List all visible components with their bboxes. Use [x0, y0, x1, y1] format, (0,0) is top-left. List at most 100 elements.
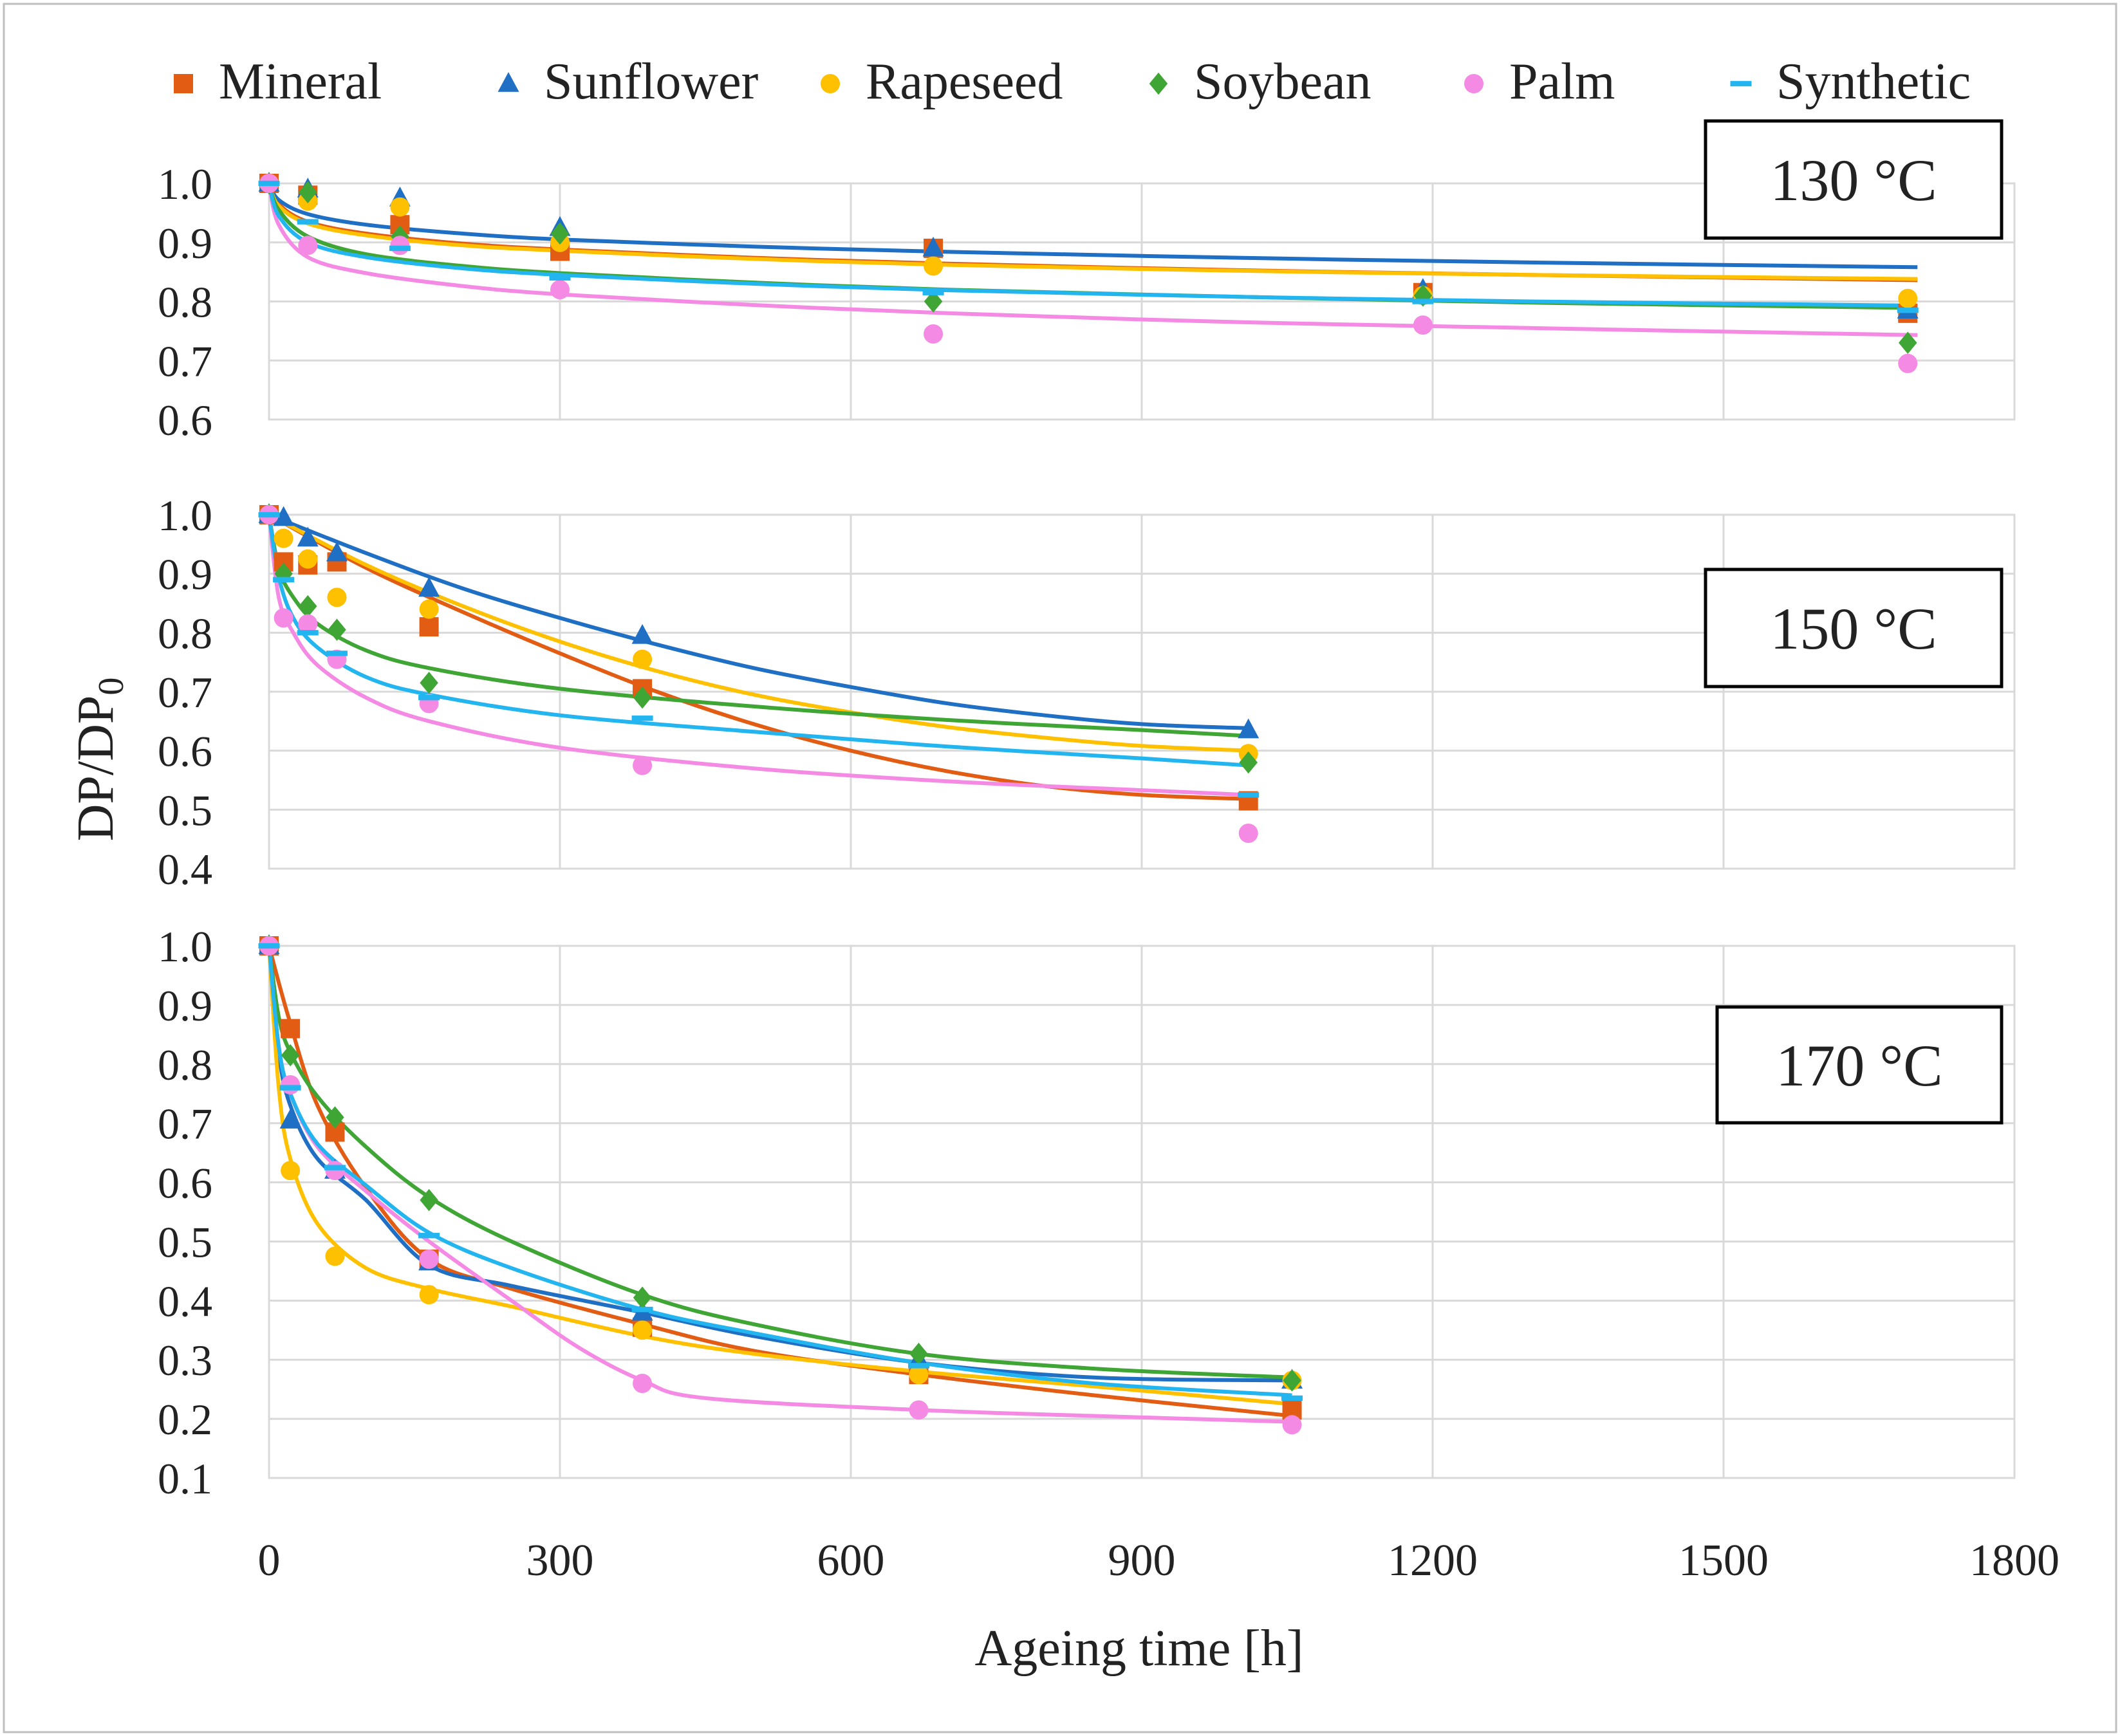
legend-marker-sunflower	[497, 72, 519, 92]
fit-line-rapeseed	[267, 945, 1292, 1407]
data-point-sunflower	[631, 623, 653, 644]
fit-line-palm	[267, 183, 1918, 337]
data-point-synthetic	[1281, 1395, 1303, 1401]
data-point-palm	[390, 235, 410, 255]
panel-title: 170 °C	[1776, 1033, 1942, 1098]
data-point-synthetic	[389, 245, 411, 252]
fit-line-sunflower	[267, 945, 1292, 1383]
fit-line-synthetic	[267, 183, 1918, 308]
y-tick-label: 0.8	[158, 278, 212, 327]
data-point-synthetic	[922, 290, 944, 295]
y-tick-label: 0.5	[158, 1217, 212, 1266]
data-point-synthetic	[1238, 792, 1260, 798]
y-tick-label: 0.9	[158, 219, 212, 268]
fit-line-mineral	[267, 945, 1292, 1418]
temperature-label-box	[1704, 568, 2004, 688]
data-point-soybean	[328, 618, 346, 641]
data-point-rapeseed	[325, 1246, 345, 1266]
data-point-synthetic	[324, 1165, 346, 1170]
fit-line-sunflower	[267, 182, 1918, 270]
data-point-rapeseed	[274, 528, 293, 548]
x-tick-label: 300	[526, 1536, 594, 1585]
data-point-palm	[924, 324, 944, 344]
data-point-synthetic	[273, 577, 295, 583]
data-point-sunflower	[1238, 718, 1260, 739]
data-point-synthetic	[258, 943, 280, 949]
data-point-soybean	[299, 595, 317, 618]
data-point-rapeseed	[924, 256, 944, 276]
data-point-palm	[325, 1161, 345, 1181]
data-point-soybean	[326, 1106, 344, 1129]
y-tick-label: 0.5	[158, 786, 212, 835]
x-tick-label: 900	[1108, 1536, 1176, 1585]
data-point-palm	[1898, 353, 1918, 373]
y-tick-label: 0.9	[158, 550, 212, 599]
data-point-soybean	[633, 1286, 652, 1309]
data-point-palm	[419, 1250, 439, 1270]
data-point-sunflower	[418, 577, 440, 597]
y-axis-label-main: DP/DP	[68, 696, 124, 842]
legend-marker-soybean	[1149, 72, 1168, 95]
temperature-label-box	[1715, 1005, 2004, 1125]
legend-label-mineral: Mineral	[219, 53, 382, 110]
data-point-synthetic	[279, 1085, 301, 1091]
data-point-soybean	[633, 686, 652, 709]
data-point-soybean	[1239, 751, 1258, 774]
data-point-synthetic	[418, 694, 440, 701]
data-point-palm	[909, 1400, 929, 1420]
data-point-synthetic	[258, 180, 280, 187]
y-tick-label: 1.0	[158, 922, 212, 971]
y-tick-label: 0.7	[158, 1100, 212, 1149]
data-point-soybean	[924, 290, 943, 313]
y-tick-label: 1.0	[158, 160, 212, 208]
data-point-synthetic	[907, 1363, 929, 1369]
legend-marker-palm	[1464, 74, 1483, 93]
data-point-rapeseed	[909, 1365, 929, 1385]
data-point-rapeseed	[327, 587, 347, 607]
data-point-palm	[281, 1075, 301, 1094]
fit-line-soybean	[267, 945, 1292, 1380]
data-point-synthetic	[297, 219, 319, 225]
data-point-synthetic	[1897, 308, 1919, 313]
fit-line-synthetic	[267, 945, 1292, 1398]
data-point-synthetic	[631, 1306, 653, 1313]
temperature-label-box	[1704, 119, 2004, 240]
data-point-soybean	[1283, 1369, 1301, 1392]
y-tick-label: 0.6	[158, 396, 212, 445]
data-point-rapeseed	[633, 649, 653, 669]
y-tick-label: 0.8	[158, 609, 212, 658]
x-axis-label: Ageing time [h]	[975, 1620, 1304, 1677]
x-tick-label: 600	[817, 1536, 885, 1585]
data-point-palm	[1238, 824, 1258, 843]
data-point-sunflower	[273, 506, 295, 526]
legend-label-synthetic: Synthetic	[1776, 53, 1971, 110]
y-tick-label: 0.4	[158, 1277, 212, 1325]
y-tick-label: 1.0	[158, 491, 212, 540]
data-point-soybean	[550, 222, 570, 245]
legend-marker-mineral	[174, 74, 193, 93]
x-axis-tick-labels: 0 300 600 900 1200 1500 1800	[258, 1536, 2060, 1585]
data-point-sunflower	[326, 541, 348, 562]
data-point-synthetic	[297, 630, 319, 636]
x-tick-label: 1500	[1678, 1536, 1769, 1585]
data-point-palm	[633, 1373, 653, 1393]
data-point-synthetic	[258, 512, 280, 518]
legend-label-sunflower: Sunflower	[544, 53, 758, 110]
data-point-soybean	[420, 672, 438, 694]
data-point-palm	[298, 235, 318, 255]
x-tick-label: 1800	[1969, 1536, 2060, 1585]
y-tick-label: 0.6	[158, 1159, 212, 1208]
data-point-soybean	[420, 1188, 438, 1212]
panel-2: 0.4 0.5 0.6 0.7 0.8 0.9 1.0 150 °C	[158, 491, 2016, 894]
data-point-palm	[550, 280, 570, 300]
data-point-rapeseed	[1898, 288, 1918, 308]
data-point-soybean	[1899, 331, 1917, 354]
data-point-palm	[298, 614, 318, 634]
panel-1: 0.6 0.7 0.8 0.9 1.0 130 °C	[158, 119, 2016, 445]
chart-panels: 0.6 0.7 0.8 0.9 1.0 130 °C 0.4 0.5 0.6 0.7 0.8 0.9 1…	[158, 119, 2016, 1503]
y-tick-label: 0.6	[158, 727, 212, 776]
data-point-sunflower	[279, 1109, 301, 1129]
y-tick-label: 0.8	[158, 1040, 212, 1089]
data-point-rapeseed	[633, 1320, 653, 1340]
